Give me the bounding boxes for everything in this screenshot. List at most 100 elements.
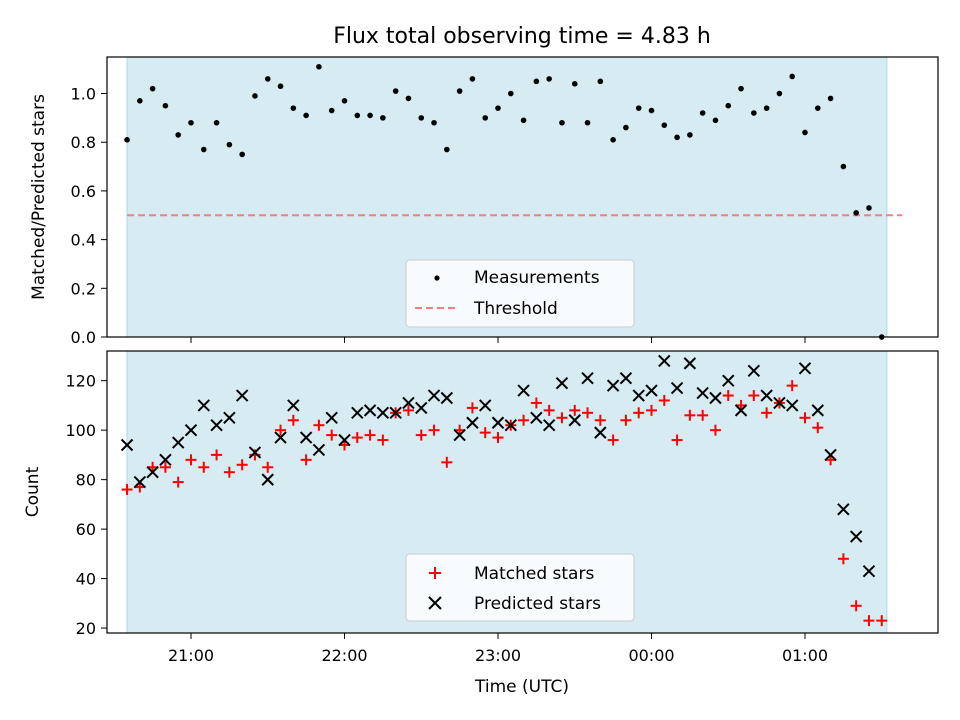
measurement-point bbox=[623, 124, 629, 131]
matched-star-marker bbox=[569, 404, 581, 416]
matched-star-marker bbox=[287, 414, 299, 426]
predicted-star-marker bbox=[248, 446, 262, 459]
matched-star-marker bbox=[863, 615, 875, 627]
ratio-y-tick-label: 0.2 bbox=[71, 279, 96, 298]
predicted-star-marker bbox=[338, 433, 351, 447]
matched-star-marker bbox=[198, 461, 210, 473]
matched-star-marker bbox=[223, 466, 235, 478]
matched-star-marker bbox=[262, 461, 274, 473]
predicted-star-marker bbox=[632, 389, 645, 402]
matched-star-marker bbox=[620, 414, 632, 426]
count-legend: Matched stars Predicted stars bbox=[405, 553, 635, 622]
measurement-point bbox=[137, 98, 143, 104]
legend-predicted-marker bbox=[428, 596, 442, 610]
ratio-panel: 0.0 0.2 0.4 0.6 0.8 1.0 Matched/Predicted sta… bbox=[29, 56, 939, 347]
predicted-star-marker bbox=[517, 384, 530, 397]
matched-star-marker bbox=[121, 484, 133, 496]
predicted-star-marker bbox=[747, 364, 761, 377]
measurement-point bbox=[444, 146, 450, 153]
predicted-star-marker bbox=[568, 414, 581, 427]
ratio-legend: Measurements Threshold bbox=[405, 259, 635, 328]
measurement-point bbox=[584, 119, 591, 126]
measurement-point bbox=[776, 90, 783, 97]
measurement-point bbox=[635, 105, 642, 111]
measurement-point bbox=[431, 119, 437, 126]
matched-star-marker bbox=[428, 424, 440, 436]
measurement-point bbox=[853, 210, 859, 216]
matched-star-marker bbox=[594, 414, 606, 426]
predicted-stars-points bbox=[120, 354, 876, 578]
measurement-point bbox=[827, 95, 834, 102]
matched-star-marker bbox=[172, 476, 184, 488]
measurement-point bbox=[699, 110, 706, 116]
ratio-y-tick-label: 1.0 bbox=[71, 85, 96, 104]
matched-star-marker bbox=[786, 380, 798, 392]
measurement-point bbox=[789, 73, 796, 80]
ratio-y-tick-label: 0.4 bbox=[71, 231, 96, 250]
legend-threshold-label: Threshold bbox=[473, 299, 558, 319]
predicted-star-marker bbox=[351, 406, 364, 420]
count-axes-frame bbox=[106, 350, 939, 634]
matched-star-marker bbox=[722, 390, 734, 402]
predicted-star-marker bbox=[223, 411, 236, 424]
measurement-point bbox=[354, 112, 361, 119]
predicted-star-marker bbox=[159, 453, 172, 467]
matched-star-marker bbox=[351, 432, 363, 444]
count-y-tick-label: 80 bbox=[76, 471, 96, 490]
legend-matched-label: Matched stars bbox=[474, 564, 594, 584]
measurement-point bbox=[124, 136, 130, 143]
predicted-star-marker bbox=[466, 416, 479, 429]
measurement-point bbox=[264, 76, 271, 82]
ratio-y-tick-label: 0.6 bbox=[71, 182, 96, 201]
measurement-point bbox=[763, 105, 770, 111]
predicted-star-marker bbox=[811, 404, 824, 417]
matched-star-marker bbox=[671, 434, 683, 446]
count-y-tick-label: 100 bbox=[65, 421, 96, 440]
measurement-point bbox=[866, 205, 872, 211]
matched-star-marker bbox=[646, 404, 657, 416]
ratio-x-ticks bbox=[190, 337, 806, 343]
predicted-star-marker bbox=[376, 406, 390, 420]
predicted-star-marker bbox=[453, 428, 466, 442]
matched-star-marker bbox=[313, 419, 325, 431]
measurement-point bbox=[277, 83, 284, 90]
predicted-star-marker bbox=[594, 426, 607, 439]
measurement-point bbox=[162, 102, 169, 109]
predicted-star-marker bbox=[530, 411, 543, 424]
measurement-point bbox=[392, 88, 399, 94]
matched-star-marker bbox=[326, 429, 338, 441]
predicted-star-marker bbox=[120, 438, 134, 452]
ratio-y-tick-label: 0.0 bbox=[71, 328, 96, 347]
measurement-point bbox=[610, 136, 616, 143]
count-panel: 20 40 60 80 100 120 21:00 22:00 23:00 00:00 01:00… bbox=[23, 350, 939, 697]
matched-star-marker bbox=[402, 404, 414, 416]
matched-star-marker bbox=[837, 553, 849, 565]
measurement-point bbox=[571, 80, 578, 87]
matched-star-marker bbox=[466, 402, 478, 414]
matched-star-marker bbox=[518, 414, 530, 426]
measurement-point bbox=[418, 115, 425, 121]
predicted-star-marker bbox=[312, 443, 326, 457]
predicted-star-marker bbox=[184, 423, 198, 437]
predicted-star-marker bbox=[287, 399, 300, 412]
matched-star-marker bbox=[633, 407, 645, 419]
matched-star-marker bbox=[211, 449, 223, 461]
time-x-axis: 21:00 22:00 23:00 00:00 01:00 bbox=[168, 633, 828, 665]
measurement-point bbox=[725, 102, 732, 109]
predicted-star-marker bbox=[773, 396, 786, 410]
ratio-axes-frame bbox=[106, 56, 939, 338]
predicted-star-marker bbox=[197, 399, 210, 412]
matched-star-marker bbox=[697, 409, 709, 421]
predicted-star-marker bbox=[146, 466, 159, 479]
x-axis-label: Time (UTC) bbox=[474, 677, 569, 697]
measurement-point bbox=[559, 119, 565, 126]
matched-star-marker bbox=[748, 390, 760, 402]
count-y-tick-label: 60 bbox=[76, 520, 96, 539]
time-x-tick-label: 21:00 bbox=[168, 646, 214, 665]
predicted-star-marker bbox=[542, 419, 556, 432]
predicted-star-marker bbox=[722, 374, 735, 387]
predicted-star-marker bbox=[555, 376, 569, 390]
measurement-point bbox=[239, 151, 245, 158]
measurement-points bbox=[124, 63, 885, 340]
predicted-star-marker bbox=[798, 362, 812, 375]
